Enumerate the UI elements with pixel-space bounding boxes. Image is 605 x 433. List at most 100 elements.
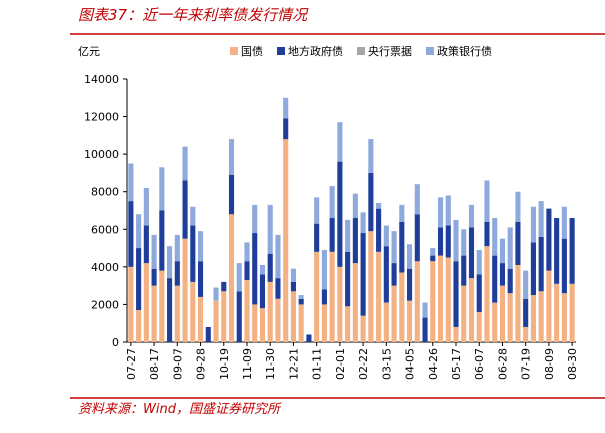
bar-segment bbox=[507, 227, 513, 269]
bar-segment bbox=[128, 201, 134, 267]
legend-label: 央行票据 bbox=[368, 44, 412, 58]
bar-segment bbox=[190, 206, 196, 226]
bar-segment bbox=[298, 298, 304, 305]
legend-label: 地方政府债 bbox=[288, 44, 343, 58]
bar-segment bbox=[414, 261, 420, 342]
bar-segment bbox=[376, 208, 382, 252]
bar-segment bbox=[484, 221, 490, 247]
x-tick-label: 04-26 bbox=[427, 348, 440, 380]
x-tick-label: 03-15 bbox=[380, 348, 393, 380]
x-tick-label: 05-17 bbox=[450, 348, 463, 380]
bar-segment bbox=[391, 285, 397, 342]
bar-segment bbox=[197, 296, 204, 342]
x-tick-label: 08-17 bbox=[148, 348, 161, 380]
bar-segment bbox=[267, 253, 273, 282]
x-tick-label: 02-22 bbox=[357, 348, 370, 380]
bar-segment bbox=[476, 249, 482, 275]
bar-segment bbox=[407, 300, 413, 342]
bar-segment bbox=[136, 214, 142, 249]
bar-segment bbox=[530, 206, 536, 243]
bar-segment bbox=[228, 139, 235, 175]
bar-segment bbox=[290, 281, 296, 292]
bar-segment bbox=[430, 255, 436, 262]
bar-segment bbox=[492, 218, 498, 256]
y-axis-label: 亿元 bbox=[78, 45, 100, 58]
bar-segment bbox=[174, 261, 180, 286]
bar-segment bbox=[259, 274, 266, 309]
bar-segment bbox=[174, 234, 180, 262]
bar-segment bbox=[383, 302, 389, 342]
bar-segment bbox=[329, 251, 335, 342]
y-tick-label: 14000 bbox=[84, 73, 119, 86]
bar-segment bbox=[314, 223, 320, 252]
bar-segment bbox=[352, 218, 358, 264]
bar-segment bbox=[437, 197, 444, 228]
legend-swatch bbox=[357, 47, 365, 55]
bar-segment bbox=[546, 270, 552, 342]
bar-segment bbox=[507, 268, 513, 294]
bar-segment bbox=[244, 280, 250, 342]
x-tick-label: 07-27 bbox=[125, 348, 138, 380]
bar-segment bbox=[468, 204, 475, 228]
bar-segment bbox=[275, 234, 281, 279]
bar-segment bbox=[538, 236, 544, 292]
bar-segment bbox=[321, 249, 327, 290]
bar-segment bbox=[368, 139, 374, 173]
bar-segment bbox=[252, 204, 258, 234]
x-tick-label: 10-19 bbox=[218, 348, 231, 380]
bar-segment bbox=[468, 227, 475, 279]
bar-segment bbox=[190, 225, 196, 282]
bar-segment bbox=[360, 212, 366, 234]
bar-segment bbox=[499, 285, 506, 342]
bar-segment bbox=[283, 97, 289, 119]
bar-segment bbox=[414, 184, 420, 215]
bar-segment bbox=[376, 251, 382, 342]
bar-segment bbox=[259, 308, 266, 342]
bar-segment bbox=[368, 172, 374, 232]
bar-segment bbox=[422, 302, 428, 318]
x-tick-label: 07-19 bbox=[520, 348, 533, 380]
bar-segment bbox=[530, 242, 536, 296]
bar-segment bbox=[445, 257, 451, 342]
bar-segment bbox=[437, 255, 444, 342]
bar-segment bbox=[523, 270, 529, 299]
y-tick-label: 0 bbox=[112, 336, 119, 349]
bar-segment bbox=[414, 214, 420, 262]
bar-segment bbox=[337, 266, 343, 342]
bar-segment bbox=[499, 263, 506, 286]
bar-segment bbox=[197, 231, 204, 262]
bar-segment bbox=[345, 219, 351, 252]
bar-segment bbox=[484, 246, 490, 342]
bar-segment bbox=[538, 201, 544, 237]
bar-segment bbox=[290, 291, 296, 342]
legend-label: 政策银行债 bbox=[437, 44, 492, 58]
bar-segment bbox=[468, 278, 475, 342]
bar-segment bbox=[167, 246, 173, 279]
bar-segment bbox=[275, 298, 281, 342]
bar-segment bbox=[267, 204, 273, 254]
bar-segment bbox=[445, 225, 451, 258]
bar-segment bbox=[151, 285, 157, 342]
bar-segment bbox=[267, 281, 273, 342]
bar-segment bbox=[453, 261, 459, 327]
bar-segment bbox=[484, 180, 490, 222]
bar-segment bbox=[159, 210, 165, 271]
x-tick-label: 09-28 bbox=[195, 348, 208, 380]
bar-segment bbox=[159, 167, 165, 211]
bar-segment bbox=[337, 161, 343, 267]
bar-segment bbox=[236, 263, 242, 292]
bar-segment bbox=[569, 283, 575, 342]
bar-segment bbox=[538, 291, 544, 342]
y-tick-label: 12000 bbox=[84, 111, 119, 124]
bar-segment bbox=[391, 263, 397, 286]
bar-segment bbox=[515, 221, 521, 265]
bar-segment bbox=[151, 234, 157, 269]
x-tick-label: 11-09 bbox=[241, 348, 254, 380]
bar-segment bbox=[352, 193, 358, 219]
bar-segment bbox=[407, 244, 413, 269]
bar-segment bbox=[383, 225, 389, 247]
bar-segment bbox=[345, 306, 351, 342]
bar-segment bbox=[492, 255, 498, 303]
bar-segment bbox=[476, 274, 482, 312]
x-tick-label: 11-30 bbox=[264, 348, 277, 380]
